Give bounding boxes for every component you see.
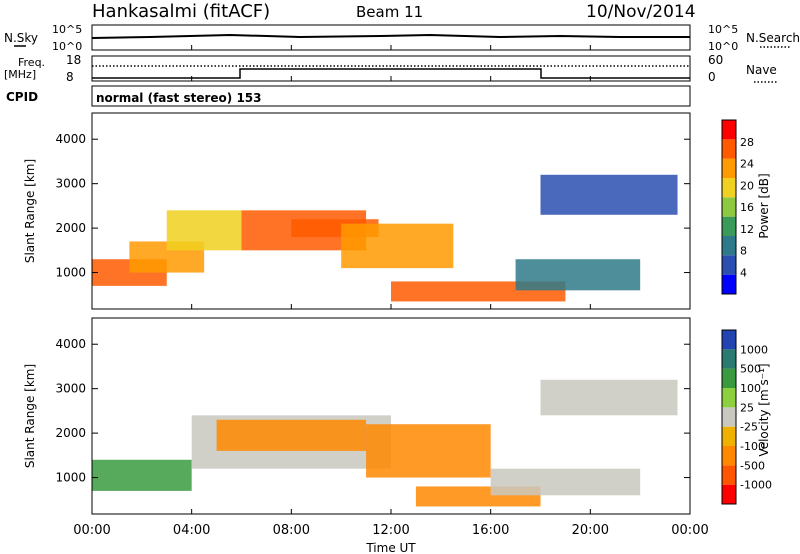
velocity-colorbar-label: Velocity [m s⁻¹]: [757, 363, 771, 456]
velocity-ytick-label: 4000: [55, 337, 86, 351]
freq-units: [MHz]: [4, 68, 36, 81]
velocity-colorbar-tick: -25: [740, 421, 758, 434]
time-tick-label: 20:00: [572, 523, 609, 538]
cpid-frame: [91, 85, 691, 107]
velocity-region: [490, 468, 641, 496]
power-region: [540, 174, 678, 215]
nsearch-tick-top: 10^5: [708, 23, 738, 36]
power-colorbar-frame: [721, 119, 737, 295]
power-colorbar-tick: 20: [740, 179, 754, 192]
nsky-panel: N.Sky 10^5 10^0 10^5 10^0 N.Search: [4, 23, 800, 53]
velocity-colorbar-tick: 100: [740, 382, 761, 395]
time-tick-label: 00:00: [671, 523, 708, 538]
velocity-colorbar-tick: 500: [740, 363, 761, 376]
velocity-panel: Slant Range [km] 1000 2000 3000 4000 1000 50…: [23, 317, 772, 515]
date-label: 10/Nov/2014: [586, 2, 696, 22]
velocity-region: [366, 424, 491, 478]
power-colorbar-swatch: [722, 274, 736, 294]
velocity-colorbar-swatch: [722, 484, 736, 504]
velocity-ylabel: Slant Range [km]: [23, 364, 37, 468]
velocity-colorbar: 1000 500 100 25 -25 -100 -500 -1000: [721, 329, 772, 505]
power-colorbar-tick: 12: [740, 223, 754, 236]
power-colorbar-swatch: [722, 236, 736, 256]
power-colorbar-tick: 28: [740, 136, 754, 149]
cpid-panel: CPID normal (fast stereo) 153: [6, 85, 691, 107]
time-tick-label: 08:00: [273, 523, 310, 538]
power-cells: [92, 174, 678, 302]
power-colorbar-swatch: [722, 120, 736, 140]
velocity-colorbar-tick: -500: [740, 459, 765, 472]
power-colorbar-swatch: [722, 158, 736, 178]
nsky-label: N.Sky: [4, 31, 38, 45]
velocity-colorbar-swatch: [722, 446, 736, 466]
power-colorbar-swatch: [722, 178, 736, 198]
power-ytick-label: 2000: [55, 221, 86, 235]
nsky-trace: [91, 33, 690, 39]
power-yticks: 1000 2000 3000 4000: [55, 132, 690, 280]
power-ytick-label: 4000: [55, 132, 86, 146]
time-tick-label: 16:00: [472, 523, 509, 538]
nave-tick-top: 60: [708, 53, 723, 67]
velocity-colorbar-swatch: [722, 368, 736, 388]
freq-label: Freq.: [18, 56, 45, 69]
velocity-colorbar-tick: -100: [740, 440, 765, 453]
cpid-text: normal (fast stereo) 153: [96, 91, 262, 105]
power-colorbar-tick: 4: [740, 266, 747, 279]
velocity-colorbar-swatch: [722, 388, 736, 408]
velocity-colorbar-tick: 1000: [740, 343, 768, 356]
power-colorbar-swatch: [722, 139, 736, 159]
velocity-colorbar-swatch: [722, 330, 736, 350]
velocity-ytick-label: 1000: [55, 471, 86, 485]
power-colorbar-swatch: [722, 197, 736, 217]
power-panel: Slant Range [km] 1000 2000 3000 4000 4 8 12 16…: [23, 112, 771, 310]
power-colorbar-swatch: [722, 255, 736, 275]
nsearch-tick-bottom: 10^0: [708, 40, 738, 53]
velocity-yticks: 1000 2000 3000 4000: [55, 337, 690, 485]
freq-tick-bottom: 8: [66, 70, 74, 84]
nsky-tick-bottom: 10^0: [52, 40, 82, 53]
power-region: [166, 210, 242, 251]
time-axis: 00:00 04:00 08:00 12:00 16:00 20:00 00:00: [73, 45, 709, 538]
nsearch-label: N.Search: [746, 31, 800, 45]
cpid-label: CPID: [6, 90, 38, 104]
power-region: [341, 223, 454, 269]
velocity-colorbar-tick: -1000: [740, 479, 772, 492]
time-axis-label: Time UT: [365, 541, 416, 554]
velocity-ytick-label: 3000: [55, 382, 86, 396]
velocity-colorbar-frame: [721, 329, 737, 505]
velocity-colorbar-swatch: [722, 465, 736, 485]
power-ytick-label: 1000: [55, 266, 86, 280]
freq-tick-top: 18: [66, 53, 81, 67]
power-ylabel: Slant Range [km]: [23, 159, 37, 263]
station-title: Hankasalmi (fitACF): [92, 1, 270, 22]
beam-label: Beam 11: [356, 3, 423, 21]
nave-tick-bottom: 0: [708, 70, 716, 84]
power-region: [515, 259, 641, 291]
velocity-colorbar-tick: 25: [740, 401, 754, 414]
velocity-cells: [92, 379, 678, 507]
nsky-tick-top: 10^5: [52, 23, 82, 36]
velocity-ytick-label: 2000: [55, 426, 86, 440]
power-colorbar-tick: 16: [740, 201, 754, 214]
freq-trace: [92, 68, 690, 79]
power-colorbar-swatch: [722, 216, 736, 236]
nave-label: Nave: [746, 63, 777, 77]
velocity-colorbar-swatch: [722, 349, 736, 369]
velocity-region: [540, 379, 678, 416]
time-tick-label: 04:00: [173, 523, 210, 538]
power-colorbar: 4 8 12 16 20 24 28: [721, 119, 754, 295]
velocity-colorbar-swatch: [722, 407, 736, 427]
time-tick-label: 00:00: [73, 523, 110, 538]
power-ytick-label: 3000: [55, 177, 86, 191]
time-tick-label: 12:00: [372, 523, 409, 538]
velocity-region: [92, 459, 192, 491]
power-colorbar-label: Power [dB]: [757, 173, 771, 238]
power-colorbar-tick: 24: [740, 158, 754, 171]
velocity-region: [216, 419, 367, 451]
velocity-colorbar-swatch: [722, 426, 736, 446]
power-colorbar-tick: 8: [740, 245, 747, 258]
